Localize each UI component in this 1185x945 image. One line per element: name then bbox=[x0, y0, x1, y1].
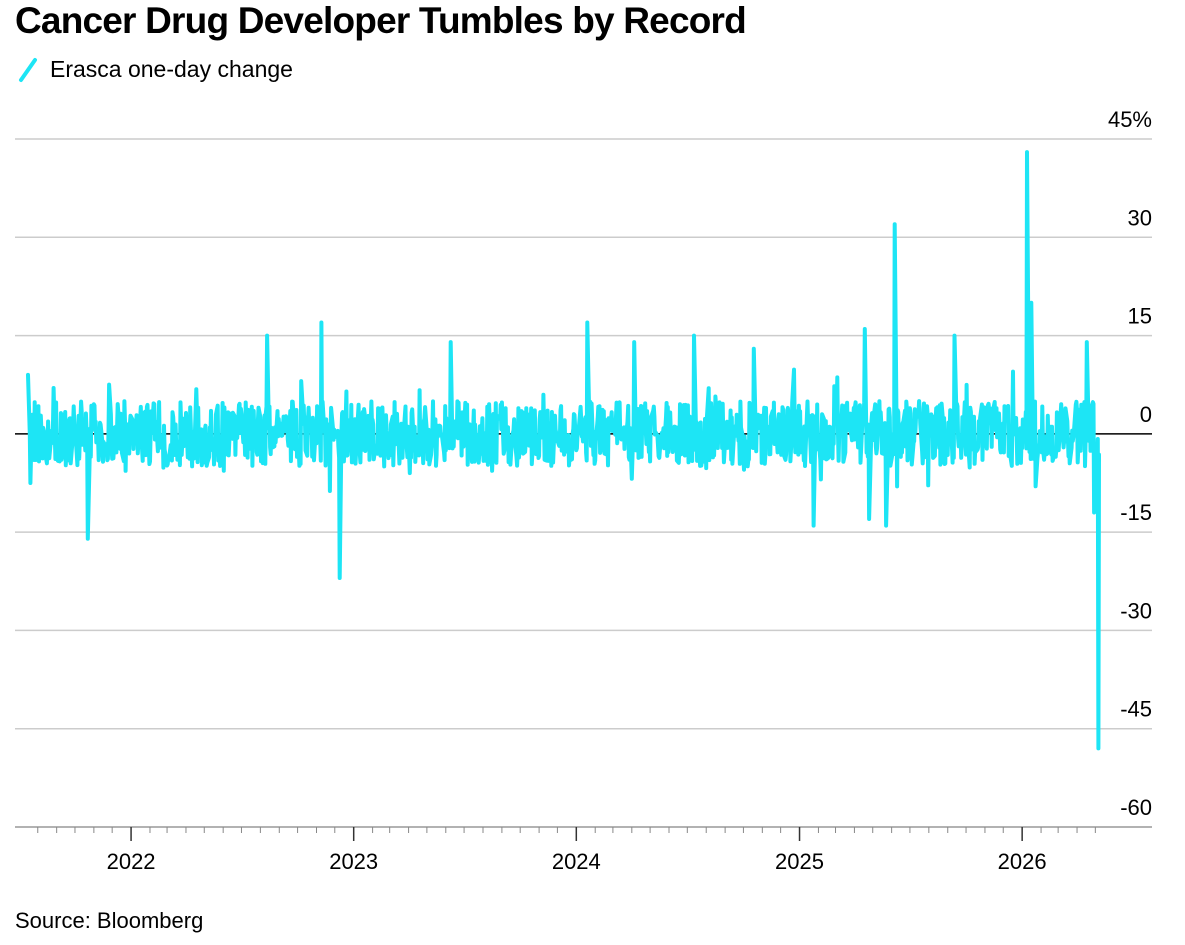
legend-label: Erasca one-day change bbox=[50, 56, 293, 82]
x-tick-label: 2026 bbox=[998, 849, 1047, 874]
y-tick-label: -15 bbox=[1120, 500, 1152, 525]
y-tick-label: -45 bbox=[1120, 697, 1152, 722]
legend: Erasca one-day change bbox=[18, 56, 293, 83]
legend-swatch-icon bbox=[19, 57, 37, 82]
y-tick-label: 30 bbox=[1128, 205, 1152, 230]
x-tick-label: 2023 bbox=[329, 849, 378, 874]
y-tick-label: 0 bbox=[1140, 402, 1152, 427]
x-tick-label: 2024 bbox=[552, 849, 601, 874]
source-note: Source: Bloomberg bbox=[15, 908, 204, 933]
chart-plot: 45% 30 15 -15 -30 -45 0 -60 2022 2023 2024 2025 202… bbox=[15, 107, 1152, 874]
y-tick-label: -60 bbox=[1120, 795, 1152, 820]
series-line-erasca bbox=[26, 150, 1101, 751]
y-tick-label: 45% bbox=[1108, 107, 1152, 132]
y-tick-label: -30 bbox=[1120, 598, 1152, 623]
x-tick-label: 2025 bbox=[775, 849, 824, 874]
y-tick-label: 15 bbox=[1128, 304, 1152, 329]
x-tick-label: 2022 bbox=[107, 849, 156, 874]
chart-title: Cancer Drug Developer Tumbles by Record bbox=[15, 0, 747, 41]
